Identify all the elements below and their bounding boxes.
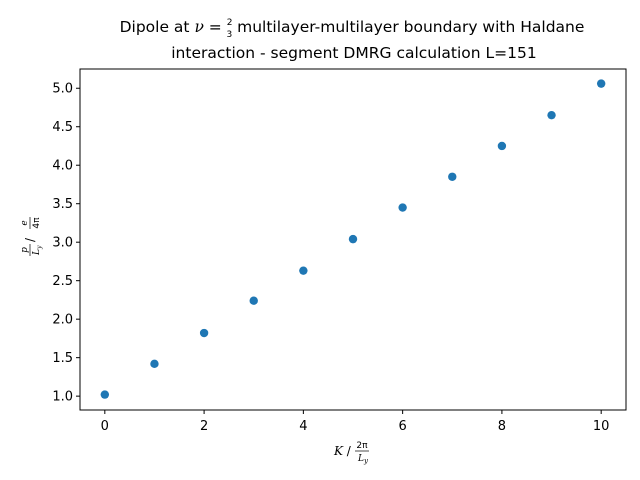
x-tick-label: 4: [299, 419, 307, 434]
svg-text:K /: K /: [333, 444, 352, 458]
data-point: [299, 266, 308, 275]
svg-text:2π: 2π: [356, 441, 368, 451]
data-point: [398, 203, 407, 212]
y-tick-label: 4.0: [52, 159, 73, 174]
x-axis-label: K / 2π Ly: [333, 441, 369, 465]
y-axis-label: p Ly / e 4π: [20, 217, 43, 256]
x-tick-label: 6: [398, 419, 406, 434]
data-point: [249, 296, 258, 305]
data-point: [448, 172, 457, 181]
y-tick-label: 5.0: [52, 82, 73, 97]
y-axis-ticks: 1.0 1.5 2.0 2.5 3.0 3.5 4.0 4.5 5.0: [52, 82, 80, 405]
data-point: [199, 328, 209, 338]
x-tick-label: 8: [498, 419, 506, 434]
y-tick-label: 3.0: [52, 236, 73, 251]
svg-text:4π: 4π: [32, 217, 42, 229]
data-point: [596, 79, 606, 88]
svg-text:/: /: [23, 237, 37, 242]
x-tick-label: 10: [593, 419, 610, 434]
y-tick-label: 2.5: [52, 274, 73, 289]
y-tick-label: 3.5: [52, 197, 73, 212]
data-point: [497, 141, 507, 151]
x-axis-ticks: 0 2 4 6 8 10: [101, 410, 610, 434]
data-point: [100, 390, 110, 399]
x-tick-label: 0: [101, 419, 109, 434]
svg-text:Ly: Ly: [32, 245, 43, 256]
y-tick-label: 4.5: [52, 120, 73, 135]
data-point: [547, 110, 556, 120]
chart-title-line-2: interaction - segment DMRG calculation L…: [171, 44, 537, 62]
data-point: [348, 234, 358, 244]
svg-text:Ly: Ly: [357, 454, 369, 465]
data-point: [150, 359, 159, 369]
data-points: [100, 79, 606, 399]
svg-text:p: p: [20, 247, 30, 253]
y-tick-label: 1.0: [52, 390, 73, 405]
x-tick-label: 2: [200, 419, 208, 434]
plot-frame: [79, 68, 627, 411]
y-tick-label: 2.0: [52, 313, 73, 328]
svg-text:e: e: [20, 220, 30, 225]
y-tick-label: 1.5: [52, 351, 73, 366]
